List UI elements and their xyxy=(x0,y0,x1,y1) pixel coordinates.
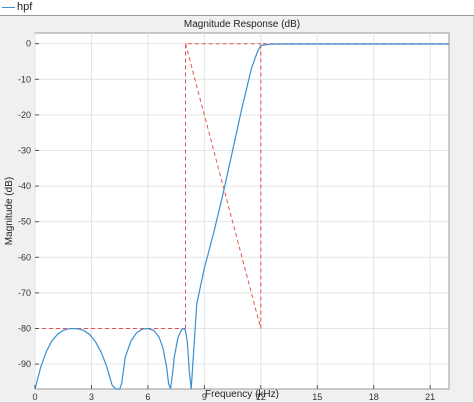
x-tick-label: 0 xyxy=(32,392,37,402)
passband-mask-line xyxy=(260,43,449,329)
x-tick-label: 12 xyxy=(256,392,266,402)
x-tick-label: 21 xyxy=(425,392,435,402)
y-tick-label: -10 xyxy=(18,74,31,84)
y-tick-label: -30 xyxy=(18,145,31,155)
plot-area xyxy=(34,32,450,390)
mask-lines xyxy=(35,43,449,329)
x-axis-label: Frequency (kHz) xyxy=(205,389,279,400)
x-tick-label: 18 xyxy=(369,392,379,402)
transition-mask-line xyxy=(185,43,262,329)
x-tick-label: 9 xyxy=(202,392,207,402)
x-tick-label: 15 xyxy=(312,392,322,402)
legend-label: hpf xyxy=(17,1,33,13)
x-tick-label: 3 xyxy=(89,392,94,402)
x-axis-ticks: 0 3 6 9 12 15 18 21 xyxy=(32,385,435,402)
chart-frame: 0 3 6 9 12 15 18 21 0 -10 -20 -30 -40 -50 -60 -70 -80 -9… xyxy=(0,16,474,403)
y-tick-label: -70 xyxy=(18,288,31,298)
y-tick-label: -50 xyxy=(18,217,31,227)
y-tick-label: -20 xyxy=(18,110,31,120)
y-tick-label: -90 xyxy=(18,359,31,369)
grid-lines xyxy=(34,33,449,389)
response-line[interactable] xyxy=(34,43,449,390)
magnitude-response-chart[interactable]: 0 3 6 9 12 15 18 21 0 -10 -20 -30 -40 -50 -60 -70 -80 -9… xyxy=(0,16,473,402)
y-axis-label: Magnitude (dB) xyxy=(4,177,15,245)
legend-line-swatch xyxy=(2,7,15,8)
y-tick-label: 0 xyxy=(26,39,31,49)
y-tick-label: -80 xyxy=(18,323,31,333)
y-tick-label: -40 xyxy=(18,181,31,191)
legend-bar: hpf xyxy=(0,0,474,16)
stopband-edge-mask-line xyxy=(185,43,261,329)
x-tick-label: 6 xyxy=(145,392,150,402)
y-tick-label: -60 xyxy=(18,252,31,262)
chart-title: Magnitude Response (dB) xyxy=(184,19,300,30)
y-axis-ticks: 0 -10 -20 -30 -40 -50 -60 -70 -80 -90 xyxy=(18,39,39,369)
